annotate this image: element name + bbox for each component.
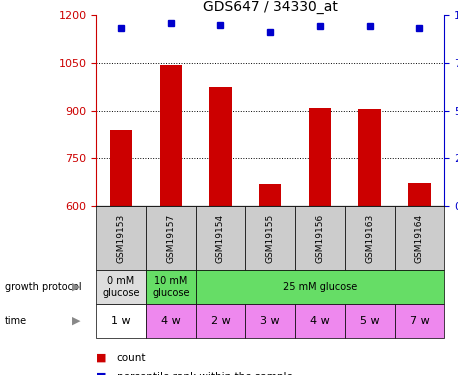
Text: 3 w: 3 w: [261, 316, 280, 326]
Bar: [196, 304, 245, 338]
Bar: [295, 206, 345, 270]
Bar: [394, 206, 444, 270]
Text: 0 mM
glucose: 0 mM glucose: [102, 276, 140, 298]
Bar: [196, 270, 444, 304]
Text: growth protocol: growth protocol: [5, 282, 81, 292]
Bar: [209, 87, 232, 206]
Bar: [259, 184, 281, 206]
Text: count: count: [117, 353, 146, 363]
Bar: [394, 304, 444, 338]
Text: GSM19163: GSM19163: [365, 213, 374, 263]
Text: GSM19156: GSM19156: [316, 213, 324, 263]
Text: GSM19164: GSM19164: [415, 213, 424, 262]
Bar: [359, 110, 381, 206]
Bar: [245, 206, 295, 270]
Text: 2 w: 2 w: [211, 316, 230, 326]
Bar: [345, 304, 394, 338]
Text: GSM19155: GSM19155: [266, 213, 275, 263]
Text: ▶: ▶: [71, 316, 80, 326]
Bar: [96, 304, 146, 338]
Text: 4 w: 4 w: [310, 316, 330, 326]
Text: time: time: [5, 316, 27, 326]
Bar: [309, 108, 331, 206]
Bar: [146, 206, 196, 270]
Text: 25 mM glucose: 25 mM glucose: [283, 282, 357, 292]
Text: 4 w: 4 w: [161, 316, 180, 326]
Bar: [295, 304, 345, 338]
Text: 5 w: 5 w: [360, 316, 380, 326]
Bar: [345, 206, 394, 270]
Text: ■: ■: [96, 353, 107, 363]
Bar: [146, 304, 196, 338]
Bar: [408, 183, 431, 206]
Text: GSM19153: GSM19153: [116, 213, 125, 263]
Bar: [96, 270, 146, 304]
Bar: [110, 130, 132, 206]
Bar: [159, 65, 182, 206]
Text: ■: ■: [96, 372, 107, 375]
Text: percentile rank within the sample: percentile rank within the sample: [117, 372, 293, 375]
Text: 1 w: 1 w: [111, 316, 131, 326]
Text: GSM19157: GSM19157: [166, 213, 175, 263]
Text: ▶: ▶: [71, 282, 80, 292]
Title: GDS647 / 34330_at: GDS647 / 34330_at: [203, 0, 338, 14]
Bar: [245, 304, 295, 338]
Text: GSM19154: GSM19154: [216, 213, 225, 262]
Text: 7 w: 7 w: [409, 316, 429, 326]
Text: 10 mM
glucose: 10 mM glucose: [152, 276, 190, 298]
Bar: [146, 270, 196, 304]
Bar: [196, 206, 245, 270]
Bar: [96, 206, 146, 270]
